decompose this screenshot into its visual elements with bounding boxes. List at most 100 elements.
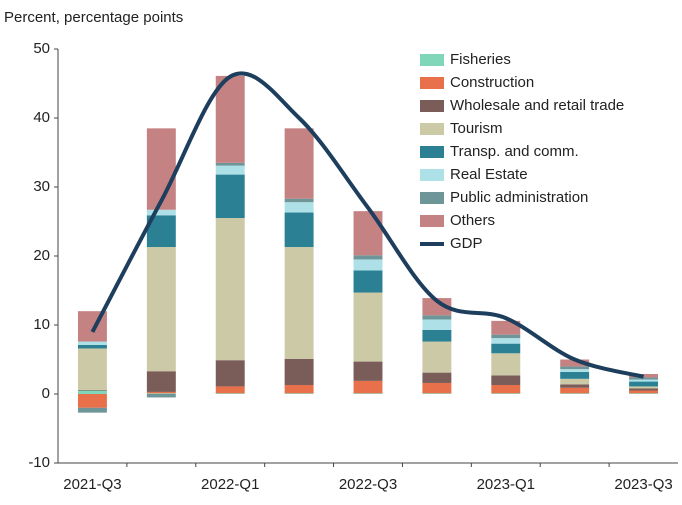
bar-segment — [215, 75, 245, 163]
y-tick-label: 10 — [33, 316, 50, 333]
legend-swatch — [420, 54, 444, 66]
bar-segment — [629, 386, 659, 389]
bar-segment — [629, 393, 659, 394]
bar-segment — [422, 329, 452, 342]
bar-segment — [629, 379, 659, 382]
legend-label: GDP — [450, 235, 483, 252]
bar-segment — [353, 211, 383, 256]
bar-segment — [77, 345, 107, 349]
y-tick-label: 50 — [33, 40, 50, 57]
bar-segment — [353, 255, 383, 260]
bar-segment — [146, 209, 176, 216]
bar-segment — [284, 385, 314, 394]
bar-segment — [629, 377, 659, 380]
bar-segment — [284, 393, 314, 394]
bar-segment — [560, 393, 590, 394]
bar-segment — [629, 388, 659, 391]
bar-segment — [560, 359, 590, 367]
bar-segment — [629, 381, 659, 387]
bar-segment — [77, 394, 107, 408]
bar-segment — [629, 390, 659, 394]
bar-segment — [77, 348, 107, 390]
legend-swatch — [420, 215, 444, 227]
bar-segment — [491, 393, 521, 394]
bar-segment — [215, 218, 245, 361]
x-tick-label: 2023-Q3 — [614, 476, 672, 493]
bar-segment — [146, 393, 176, 394]
legend-label: Others — [450, 212, 495, 229]
bar-segment — [77, 407, 107, 413]
bar-segment — [215, 386, 245, 394]
bar-segment — [422, 341, 452, 373]
bar-segment — [215, 165, 245, 175]
bar-segment — [560, 366, 590, 370]
bar-segment — [422, 372, 452, 383]
bar-segment — [284, 202, 314, 213]
legend-label: Tourism — [450, 120, 503, 137]
legend-label: Real Estate — [450, 166, 528, 183]
bar-segment — [353, 259, 383, 271]
bar-segment — [353, 380, 383, 394]
bar-segment — [77, 341, 107, 346]
bar-segment — [284, 198, 314, 203]
y-tick-label: 30 — [33, 178, 50, 195]
legend-label: Fisheries — [450, 51, 511, 68]
bar-segment — [284, 247, 314, 359]
bar-segment — [353, 361, 383, 381]
legend-swatch — [420, 123, 444, 135]
bar-segment — [146, 371, 176, 392]
bar-segment — [491, 338, 521, 344]
bar-segment — [491, 334, 521, 339]
gdp-line — [90, 71, 645, 379]
bar-segment — [491, 343, 521, 354]
bar-segment — [422, 382, 452, 394]
bar-segment — [560, 369, 590, 372]
x-tick-label: 2021-Q3 — [63, 476, 121, 493]
bar-segment — [422, 319, 452, 330]
legend-swatch — [420, 146, 444, 158]
bar-segment — [491, 385, 521, 394]
legend-label: Construction — [450, 74, 534, 91]
legend-label: Transp. and comm. — [450, 143, 579, 160]
bar-segment — [560, 384, 590, 388]
bar-segment — [491, 375, 521, 386]
legend-swatch — [420, 192, 444, 204]
bar-segment — [560, 378, 590, 385]
bar-segment — [284, 212, 314, 248]
x-tick-label: 2022-Q3 — [339, 476, 397, 493]
bar-segment — [422, 315, 452, 320]
bar-segment — [284, 128, 314, 199]
bar-segment — [77, 390, 107, 394]
bar-segment — [560, 387, 590, 394]
y-tick-label: 40 — [33, 109, 50, 126]
bar-segment — [353, 270, 383, 293]
y-tick-label: 0 — [42, 385, 50, 402]
y-axis-label: Percent, percentage points — [4, 9, 183, 26]
legend-label: Public administration — [450, 189, 588, 206]
legend-swatch — [420, 169, 444, 181]
bar-segment — [491, 320, 521, 335]
bar-segment — [215, 360, 245, 387]
bar-segment — [215, 393, 245, 394]
x-tick-label: 2022-Q1 — [201, 476, 259, 493]
bar-segment — [215, 174, 245, 219]
bar-segment — [422, 393, 452, 394]
bar-segment — [353, 292, 383, 362]
bar-segment — [146, 247, 176, 372]
bar-segment — [215, 162, 245, 166]
bar-segment — [353, 393, 383, 394]
y-tick-label: -10 — [28, 454, 50, 471]
x-tick-label: 2023-Q1 — [477, 476, 535, 493]
bar-segment — [422, 298, 452, 316]
bar-segment — [284, 358, 314, 386]
legend-label: Wholesale and retail trade — [450, 97, 624, 114]
y-tick-label: 20 — [33, 247, 50, 264]
bar-segment — [146, 128, 176, 210]
bar-segment — [146, 394, 176, 398]
bar-segment — [491, 353, 521, 376]
legend-swatch — [420, 77, 444, 89]
legend-swatch — [420, 100, 444, 112]
bar-segment — [77, 389, 107, 391]
bar-segment — [560, 371, 590, 379]
